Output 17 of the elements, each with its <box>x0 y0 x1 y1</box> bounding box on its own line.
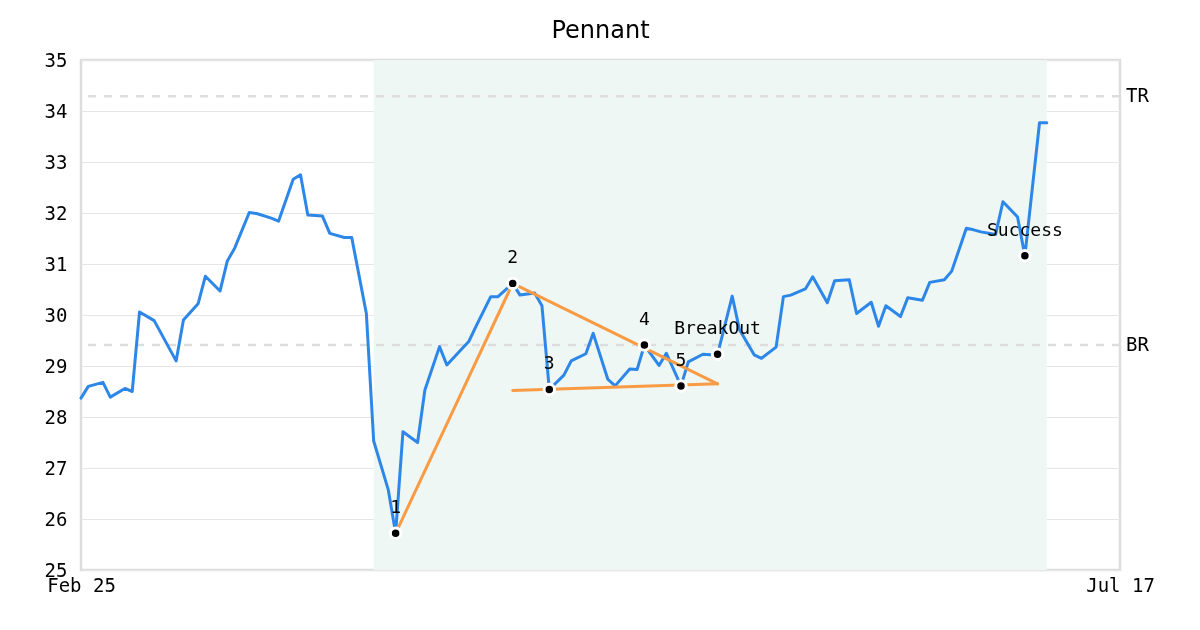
y-tick-label: 28 <box>44 405 68 428</box>
annotation: 4 <box>638 308 650 330</box>
y-tick-label: 33 <box>44 150 68 173</box>
y-tick-label: 30 <box>44 303 68 326</box>
y-tick-label: 35 <box>44 48 68 71</box>
y-tick-label: 26 <box>44 507 68 530</box>
annotation: 2 <box>507 246 519 268</box>
annotation: 5 <box>675 348 687 370</box>
y-tick-label: 32 <box>44 201 68 224</box>
y-tick-label: 27 <box>44 456 68 479</box>
y-tick-label: 29 <box>44 354 68 377</box>
x-tick-label: Jul 17 <box>1086 573 1155 596</box>
y-tick-label: 31 <box>44 252 68 275</box>
y-tick-label: 34 <box>44 99 68 122</box>
chart-title: Pennant <box>551 16 650 44</box>
ref-line-label: TR <box>1126 84 1150 107</box>
ref-line-label: BR <box>1126 333 1150 356</box>
